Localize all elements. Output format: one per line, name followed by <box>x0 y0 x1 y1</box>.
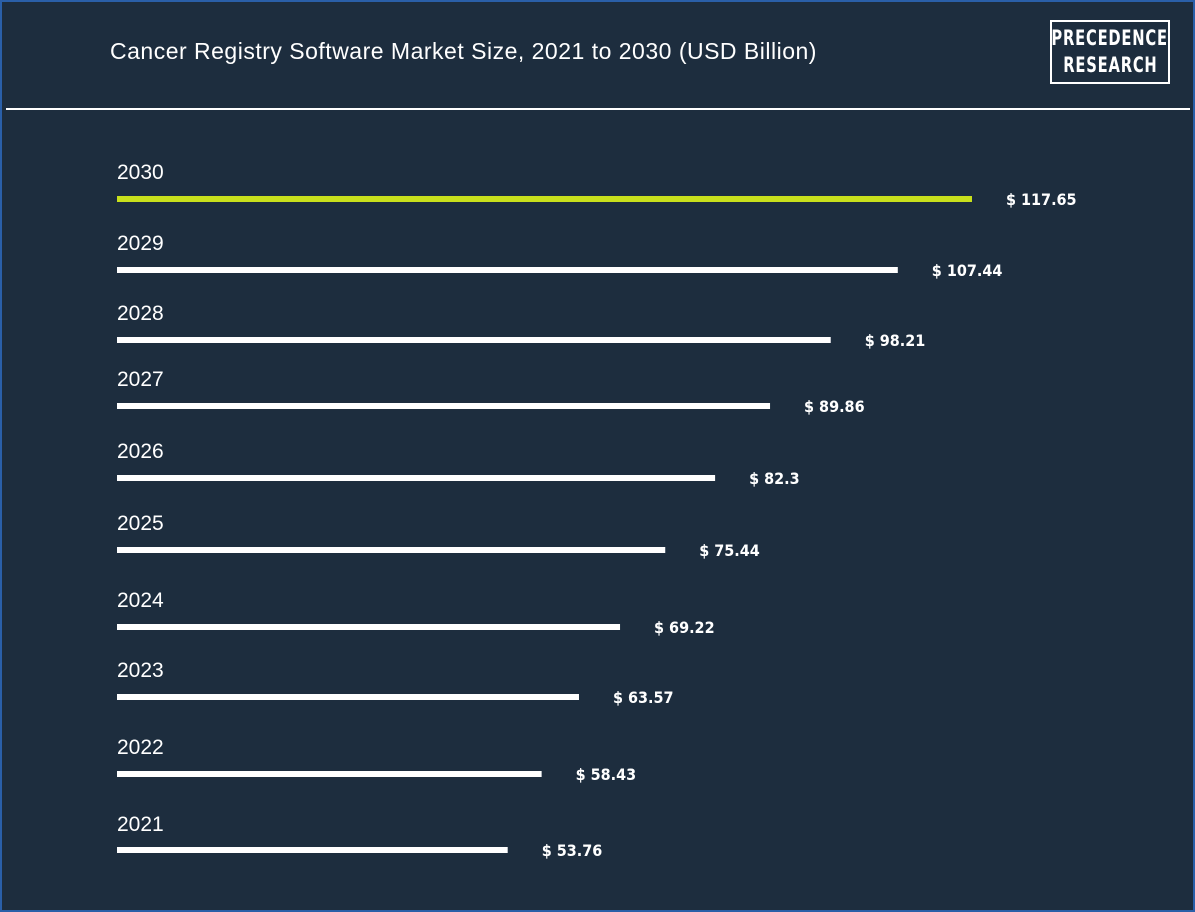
category-label-2026: 2026 <box>117 440 164 463</box>
category-label-2029: 2029 <box>117 232 164 255</box>
value-label-2030: $ 117.65 <box>1006 190 1077 209</box>
category-label-2025: 2025 <box>117 512 164 535</box>
chart-title: Cancer Registry Software Market Size, 20… <box>110 38 817 64</box>
category-label-2021: 2021 <box>117 813 164 836</box>
category-label-2024: 2024 <box>117 589 164 612</box>
value-label-2024: $ 69.22 <box>654 618 715 637</box>
value-label-2021: $ 53.76 <box>542 841 603 860</box>
bar-2027 <box>117 403 771 409</box>
value-label-2023: $ 63.57 <box>613 688 674 707</box>
bar-2024 <box>117 624 621 630</box>
value-label-2029: $ 107.44 <box>932 261 1003 280</box>
category-label-2027: 2027 <box>117 368 164 391</box>
logo-line-1: PRECEDENCE <box>1051 26 1169 50</box>
bar-2023 <box>117 694 579 700</box>
bar-2022 <box>117 771 542 777</box>
value-label-2025: $ 75.44 <box>699 541 760 560</box>
value-label-2026: $ 82.3 <box>749 469 800 488</box>
header-divider <box>6 108 1190 110</box>
value-label-2022: $ 58.43 <box>576 765 637 784</box>
value-label-2028: $ 98.21 <box>865 331 926 350</box>
category-label-2028: 2028 <box>117 302 164 325</box>
precedence-research-logo: PRECEDENCE RESEARCH <box>1050 20 1170 84</box>
value-label-2027: $ 89.86 <box>804 397 865 416</box>
category-label-2030: 2030 <box>117 161 164 184</box>
bar-2029 <box>117 267 898 273</box>
bar-2030 <box>117 196 972 202</box>
logo-line-2: RESEARCH <box>1062 53 1158 77</box>
bar-2026 <box>117 475 716 481</box>
category-label-2022: 2022 <box>117 736 164 759</box>
category-label-2023: 2023 <box>117 659 164 682</box>
bar-2028 <box>117 337 831 343</box>
bar-2021 <box>117 847 508 853</box>
bar-2025 <box>117 547 666 553</box>
